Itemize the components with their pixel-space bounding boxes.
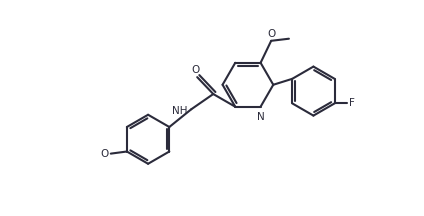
Text: O: O	[267, 29, 275, 39]
Text: NH: NH	[172, 106, 187, 116]
Text: F: F	[349, 98, 355, 108]
Text: O: O	[191, 65, 200, 75]
Text: O: O	[101, 149, 109, 159]
Text: N: N	[257, 112, 265, 122]
